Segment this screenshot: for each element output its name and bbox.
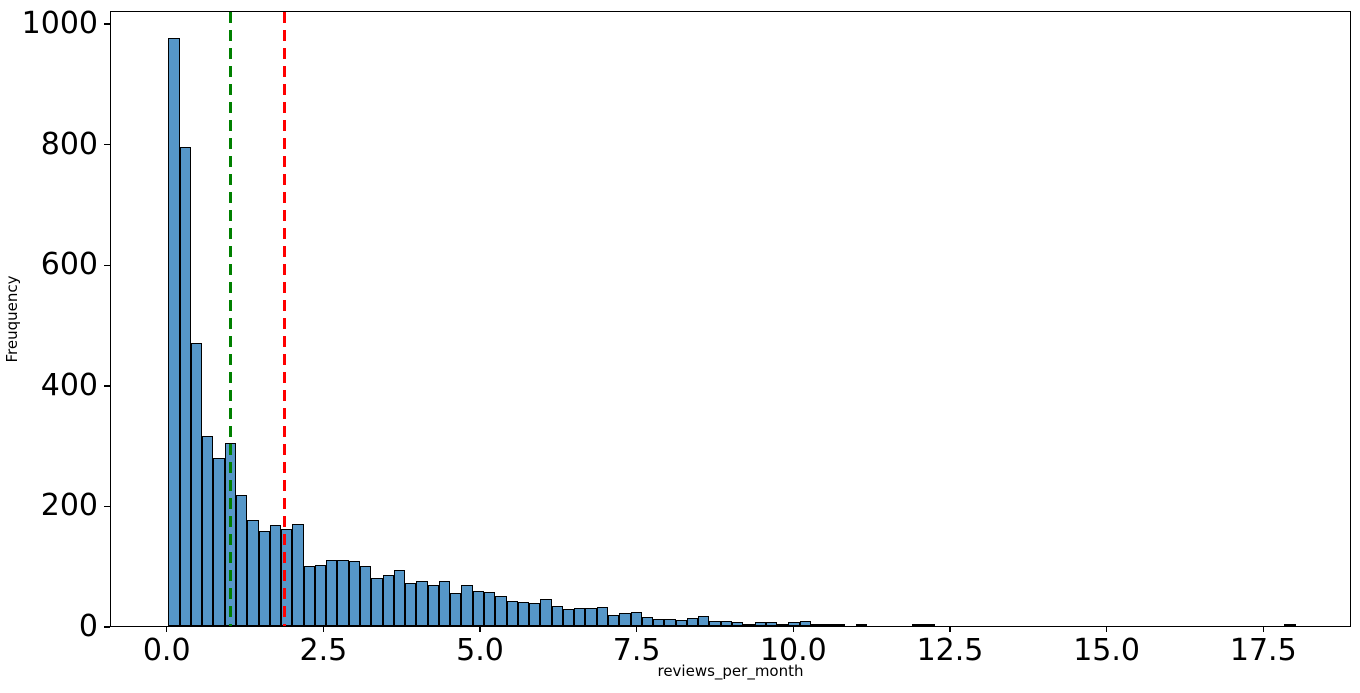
x-tick-mark <box>792 627 794 632</box>
histogram-bar <box>833 624 845 626</box>
x-tick-label: 15.0 <box>1073 633 1141 668</box>
vline-red-dashed <box>283 12 287 626</box>
histogram-bar <box>912 624 924 626</box>
plot-area <box>110 11 1351 627</box>
histogram-bar <box>607 614 620 626</box>
x-tick-label: 5.0 <box>456 633 504 668</box>
histogram-bar <box>190 342 203 626</box>
x-tick-mark <box>1262 627 1264 632</box>
histogram-bar <box>371 577 383 626</box>
histogram-bar <box>461 585 473 626</box>
histogram-bar <box>472 591 484 626</box>
y-tick-label: 1000 <box>21 6 98 42</box>
y-tick-mark <box>104 385 110 387</box>
histogram-bar <box>799 621 811 626</box>
x-tick-label: 10.0 <box>759 633 827 668</box>
histogram-bar <box>382 575 394 626</box>
histogram-bar <box>788 622 800 626</box>
histogram-bar <box>923 624 935 626</box>
histogram-bar <box>348 561 360 626</box>
histogram-bar <box>213 458 225 626</box>
vline-green-dashed <box>228 12 232 626</box>
histogram-bar <box>574 607 586 626</box>
histogram-bar <box>822 624 834 626</box>
histogram-bar <box>709 621 721 626</box>
histogram-bar <box>427 585 439 626</box>
histogram-bar <box>664 618 676 626</box>
histogram-bar <box>720 621 732 626</box>
histogram-bar <box>630 612 642 626</box>
histogram-bar <box>168 38 180 626</box>
histogram-bar <box>235 495 248 626</box>
histogram-bar <box>483 592 496 626</box>
y-tick-mark <box>104 23 110 25</box>
y-tick-label: 600 <box>40 247 98 283</box>
x-tick-mark <box>322 627 325 632</box>
y-tick-label: 400 <box>40 367 98 403</box>
histogram-bar <box>314 564 327 626</box>
histogram-bar <box>529 603 541 626</box>
y-tick-mark <box>104 143 110 146</box>
y-tick-label: 0 <box>78 609 98 644</box>
histogram-bar <box>765 621 778 626</box>
histogram-bar <box>731 621 744 626</box>
histogram-bar <box>540 599 552 626</box>
histogram-bar <box>675 619 687 626</box>
histogram-bar <box>258 530 270 626</box>
histogram-bar <box>686 617 699 626</box>
histogram-bar <box>585 607 597 626</box>
y-tick-mark <box>104 505 110 508</box>
histogram-bar <box>416 581 428 626</box>
histogram-bar <box>619 613 631 626</box>
y-axis-label: Freuquency <box>3 275 21 363</box>
histogram-bar <box>810 624 823 626</box>
y-tick-label: 200 <box>40 488 98 524</box>
histogram-bar <box>754 622 766 626</box>
x-axis-label: reviews_per_month <box>657 662 804 680</box>
x-tick-mark <box>1105 627 1108 632</box>
histogram-bar <box>337 559 349 626</box>
histogram-bar <box>551 606 563 626</box>
histogram-bar <box>179 146 191 626</box>
x-tick-label: 12.5 <box>916 633 984 668</box>
histogram-bar <box>438 580 451 626</box>
histogram-bar <box>495 595 507 626</box>
y-tick-label: 800 <box>40 126 98 162</box>
histogram-bar <box>517 601 530 626</box>
histogram-bar <box>596 607 608 626</box>
x-tick-label: 0.0 <box>142 633 191 668</box>
x-tick-mark <box>166 627 168 632</box>
histogram-bar <box>281 528 293 626</box>
histogram-bar <box>653 619 665 626</box>
histogram-bar <box>292 524 304 626</box>
histogram-bar <box>393 569 406 626</box>
x-tick-mark <box>949 627 951 632</box>
x-tick-label: 7.5 <box>612 633 661 668</box>
x-tick-label: 17.5 <box>1229 633 1297 668</box>
histogram-bar <box>698 616 710 626</box>
histogram-bar <box>405 582 417 626</box>
y-tick-mark <box>104 264 110 266</box>
histogram-bar <box>247 520 259 626</box>
histogram-bar <box>202 436 214 626</box>
histogram-bar <box>562 608 575 626</box>
histogram-bar <box>777 623 789 626</box>
histogram-bar <box>506 601 518 626</box>
histogram-bar <box>641 616 654 626</box>
histogram-bar <box>303 565 315 626</box>
histogram-bar <box>743 623 755 626</box>
histogram-bar <box>359 566 372 626</box>
histogram-bar <box>450 592 462 626</box>
x-tick-label: 2.5 <box>299 633 348 668</box>
x-tick-mark <box>479 627 481 632</box>
histogram-bar <box>1284 624 1296 626</box>
histogram-bar <box>269 525 282 626</box>
y-tick-mark <box>104 626 110 628</box>
histogram-bar <box>855 624 868 626</box>
x-tick-mark <box>635 627 638 632</box>
histogram-bar <box>326 559 338 626</box>
